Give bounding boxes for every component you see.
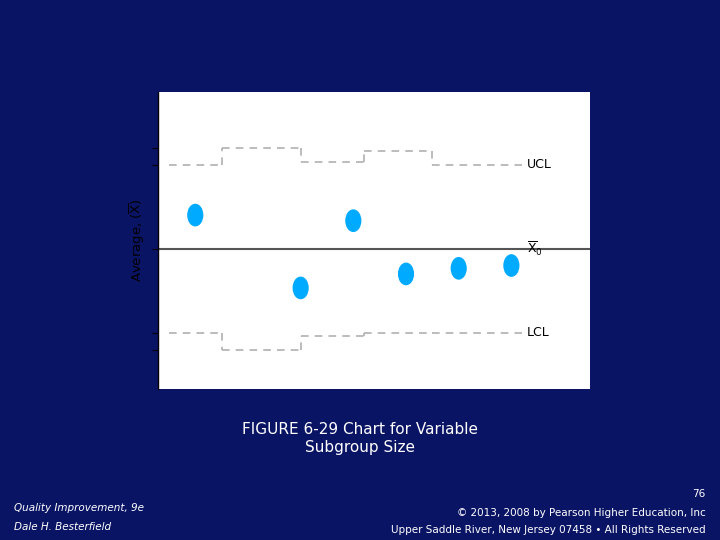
Ellipse shape [504,255,518,276]
Y-axis label: Average, ($\overline{\rm X}$): Average, ($\overline{\rm X}$) [128,198,148,282]
Ellipse shape [451,258,466,279]
Ellipse shape [188,205,202,226]
Ellipse shape [293,277,308,299]
Text: 76: 76 [693,489,706,499]
Text: FIGURE 6-29 Chart for Variable
Subgroup Size: FIGURE 6-29 Chart for Variable Subgroup … [242,422,478,455]
Text: $\overline{\rm X}_{\rm 0}$: $\overline{\rm X}_{\rm 0}$ [527,240,543,258]
Text: Upper Saddle River, New Jersey 07458 • All Rights Reserved: Upper Saddle River, New Jersey 07458 • A… [391,525,706,535]
Text: Dale H. Besterfield: Dale H. Besterfield [14,522,112,531]
Text: LCL: LCL [527,326,550,339]
Text: © 2013, 2008 by Pearson Higher Education, Inc: © 2013, 2008 by Pearson Higher Education… [457,508,706,518]
Ellipse shape [399,264,413,285]
Text: Quality Improvement, 9e: Quality Improvement, 9e [14,503,145,512]
Text: UCL: UCL [527,158,552,171]
Ellipse shape [346,210,361,231]
